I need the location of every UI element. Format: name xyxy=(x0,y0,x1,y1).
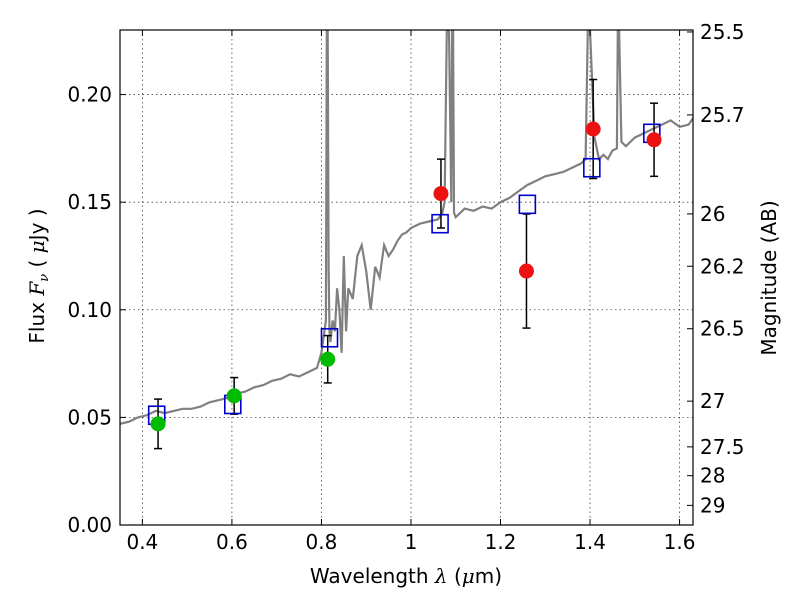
spectrum-layer xyxy=(120,30,693,425)
x-tick-label: 0.4 xyxy=(126,530,158,554)
y2-tick-label: 25.7 xyxy=(700,103,745,127)
x-axis-lambda: λ xyxy=(434,564,448,588)
y-tick-label: 0.10 xyxy=(67,298,112,322)
red-point xyxy=(433,186,449,202)
y2-tick-label: 26 xyxy=(700,202,725,226)
y2-tick-label: 25.5 xyxy=(700,20,745,44)
plot-frame xyxy=(119,29,694,526)
x-axis-unit-open: ( xyxy=(448,564,462,588)
model-flux-box xyxy=(431,213,449,234)
x-tick-label: 0.8 xyxy=(306,530,338,554)
tick-layer: 0.4 0.6 0.8 1 1.2 1.4 1.6 0.00 0.05 0.10 0.15 0.20 2… xyxy=(67,20,744,554)
x-tick-label: 1 xyxy=(405,530,418,554)
model-layer xyxy=(147,123,661,426)
spectrum-line xyxy=(120,30,693,425)
y-axis-unit-open: ( xyxy=(25,253,49,274)
x-axis-mu: μ xyxy=(462,564,475,588)
model-flux-box xyxy=(583,157,601,178)
grid-layer xyxy=(120,30,693,525)
red-point xyxy=(646,132,662,148)
y2-tick-label: 27.5 xyxy=(700,435,745,459)
y-axis-nu: ν xyxy=(37,274,52,282)
y2-tick-label: 26.5 xyxy=(700,317,745,341)
y2-tick-label: 27 xyxy=(700,389,725,413)
model-flux-box xyxy=(518,194,537,215)
red-point xyxy=(585,121,601,137)
y-axis-f: F xyxy=(25,281,49,297)
y2-tick-label: 29 xyxy=(700,493,725,517)
x-tick-label: 1.2 xyxy=(485,530,517,554)
model-flux-box xyxy=(320,327,339,348)
x-axis-label-prefix: Wavelength xyxy=(310,564,435,588)
y2-axis-label: Magnitude (AB) xyxy=(757,200,781,355)
y-axis-unit-rest: Jy ) xyxy=(25,208,49,242)
red-point xyxy=(518,263,534,279)
x-axis-label: Wavelength λ (μm) xyxy=(310,564,502,588)
y-axis-label-prefix: Flux xyxy=(25,296,49,344)
y-tick-label: 0.00 xyxy=(67,513,112,537)
green-point xyxy=(150,416,166,432)
x-tick-label: 1.6 xyxy=(664,530,696,554)
y-tick-label: 0.15 xyxy=(67,190,112,214)
green-point xyxy=(226,388,242,404)
x-axis-unit-rest: m) xyxy=(475,564,502,588)
y-tick-label: 0.20 xyxy=(67,83,112,107)
green-point xyxy=(320,351,336,367)
x-tick-label: 0.6 xyxy=(216,530,248,554)
x-tick-label: 1.4 xyxy=(574,530,606,554)
y-tick-label: 0.05 xyxy=(67,405,112,429)
y2-tick-label: 26.2 xyxy=(700,254,745,278)
y-axis-label: Flux Fν ( μJy ) xyxy=(25,208,52,343)
y2-tick-label: 28 xyxy=(700,464,725,488)
point-layer xyxy=(150,121,662,432)
y-axis-mu: μ xyxy=(25,240,49,253)
